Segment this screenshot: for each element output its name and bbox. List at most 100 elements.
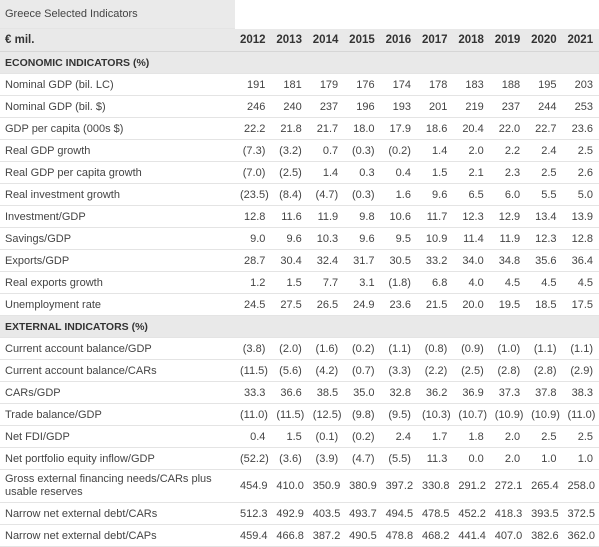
value-cell: 10.9 bbox=[416, 227, 454, 250]
row-label: Unemployment rate bbox=[0, 293, 235, 316]
value-cell: 31.7 bbox=[344, 249, 381, 272]
value-cell: 468.2 bbox=[416, 524, 454, 547]
year-header: 2021 bbox=[562, 28, 599, 52]
value-cell: 0.4 bbox=[235, 425, 272, 448]
section-heading: EXTERNAL INDICATORS (%) bbox=[0, 315, 599, 338]
value-cell: 237 bbox=[489, 95, 527, 118]
value-cell: 1.6 bbox=[380, 183, 417, 206]
value-cell: (1.8) bbox=[380, 271, 417, 294]
value-cell: (1.0) bbox=[489, 337, 527, 360]
value-cell: 330.8 bbox=[416, 469, 454, 503]
value-cell: (8.4) bbox=[271, 183, 308, 206]
value-cell: 4.5 bbox=[562, 271, 599, 294]
value-cell: 36.9 bbox=[453, 381, 490, 404]
value-cell: 183 bbox=[453, 73, 490, 96]
value-cell: 350.9 bbox=[307, 469, 345, 503]
value-cell: 2.5 bbox=[562, 425, 599, 448]
value-cell: (3.6) bbox=[271, 447, 308, 470]
table-row: Nominal GDP (bil. $) 246 240 237 196 193 201 21… bbox=[0, 95, 599, 118]
value-cell: 12.9 bbox=[489, 205, 527, 228]
value-cell: (0.2) bbox=[344, 425, 381, 448]
table-row: Real exports growth 1.2 1.5 7.7 3.1 (1.8) 6.8 4… bbox=[0, 271, 599, 294]
table-row: Savings/GDP 9.0 9.6 10.3 9.6 9.5 10.9 11.4 11.9 1… bbox=[0, 227, 599, 250]
row-label: Narrow net external debt/CARs bbox=[0, 502, 235, 525]
value-cell: 1.8 bbox=[453, 425, 490, 448]
row-label: Real investment growth bbox=[0, 183, 235, 206]
value-cell: 174 bbox=[380, 73, 417, 96]
value-cell: (2.5) bbox=[453, 359, 490, 382]
value-cell: 6.0 bbox=[489, 183, 527, 206]
year-header: 2014 bbox=[307, 28, 345, 52]
value-cell: 12.8 bbox=[235, 205, 272, 228]
value-cell: 1.5 bbox=[416, 161, 454, 184]
value-cell: 4.0 bbox=[453, 271, 490, 294]
value-cell: 219 bbox=[453, 95, 490, 118]
value-cell: 10.6 bbox=[380, 205, 417, 228]
value-cell: 36.6 bbox=[271, 381, 308, 404]
value-cell: (0.2) bbox=[380, 139, 417, 162]
value-cell: 2.4 bbox=[380, 425, 417, 448]
value-cell: 253 bbox=[562, 95, 599, 118]
value-cell: 2.5 bbox=[526, 161, 563, 184]
value-cell: 21.7 bbox=[307, 117, 345, 140]
value-cell: (2.2) bbox=[416, 359, 454, 382]
value-cell: 410.0 bbox=[271, 469, 308, 503]
value-cell: 196 bbox=[344, 95, 381, 118]
value-cell: 23.6 bbox=[380, 293, 417, 316]
table-row: Gross external financing needs/CARs plus… bbox=[0, 469, 599, 503]
value-cell: 38.3 bbox=[562, 381, 599, 404]
value-cell: (52.2) bbox=[235, 447, 272, 470]
row-label: Narrow net external debt/CAPs bbox=[0, 524, 235, 547]
value-cell: (5.6) bbox=[271, 359, 308, 382]
value-cell: 179 bbox=[307, 73, 345, 96]
value-cell: (0.9) bbox=[453, 337, 490, 360]
value-cell: 403.5 bbox=[307, 502, 345, 525]
value-cell: 237 bbox=[307, 95, 345, 118]
value-cell: (0.7) bbox=[344, 359, 381, 382]
value-cell: 9.6 bbox=[344, 227, 381, 250]
value-cell: 20.0 bbox=[453, 293, 490, 316]
row-label: Gross external financing needs/CARs plus… bbox=[0, 469, 235, 503]
value-cell: 22.2 bbox=[235, 117, 272, 140]
value-cell: 37.8 bbox=[526, 381, 563, 404]
value-cell: 1.0 bbox=[526, 447, 563, 470]
value-cell: (11.0) bbox=[562, 403, 599, 426]
value-cell: 397.2 bbox=[380, 469, 417, 503]
value-cell: (7.0) bbox=[235, 161, 272, 184]
value-cell: 2.3 bbox=[489, 161, 527, 184]
value-cell: (2.8) bbox=[489, 359, 527, 382]
value-cell: 1.0 bbox=[562, 447, 599, 470]
value-cell: 38.5 bbox=[307, 381, 345, 404]
row-label: Current account balance/GDP bbox=[0, 337, 235, 360]
value-cell: 1.2 bbox=[235, 271, 272, 294]
value-cell: 17.5 bbox=[562, 293, 599, 316]
year-header: 2012 bbox=[235, 28, 272, 52]
value-cell: (2.8) bbox=[526, 359, 563, 382]
value-cell: (0.8) bbox=[416, 337, 454, 360]
value-cell: (10.3) bbox=[416, 403, 454, 426]
title-row: Greece Selected Indicators bbox=[0, 0, 599, 29]
value-cell: 13.4 bbox=[526, 205, 563, 228]
value-cell: 2.5 bbox=[562, 139, 599, 162]
value-cell: (10.7) bbox=[453, 403, 490, 426]
table-row: Real GDP per capita growth (7.0) (2.5) 1.4 0… bbox=[0, 161, 599, 184]
value-cell: 18.6 bbox=[416, 117, 454, 140]
value-cell: 11.4 bbox=[453, 227, 490, 250]
value-cell: 490.5 bbox=[344, 524, 381, 547]
year-header: 2019 bbox=[489, 28, 527, 52]
value-cell: 0.4 bbox=[380, 161, 417, 184]
value-cell: 28.7 bbox=[235, 249, 272, 272]
value-cell: 9.0 bbox=[235, 227, 272, 250]
value-cell: 2.0 bbox=[453, 139, 490, 162]
value-cell: 382.6 bbox=[526, 524, 563, 547]
value-cell: 454.9 bbox=[235, 469, 272, 503]
value-cell: 12.8 bbox=[562, 227, 599, 250]
table-row: Investment/GDP 12.8 11.6 11.9 9.8 10.6 11.7 12.… bbox=[0, 205, 599, 228]
value-cell: 35.6 bbox=[526, 249, 563, 272]
value-cell: 176 bbox=[344, 73, 381, 96]
value-cell: (11.0) bbox=[235, 403, 272, 426]
value-cell: 2.0 bbox=[489, 425, 527, 448]
table-row: Current account balance/GDP (3.8) (2.0) (1.… bbox=[0, 337, 599, 360]
value-cell: 17.9 bbox=[380, 117, 417, 140]
value-cell: 2.4 bbox=[526, 139, 563, 162]
